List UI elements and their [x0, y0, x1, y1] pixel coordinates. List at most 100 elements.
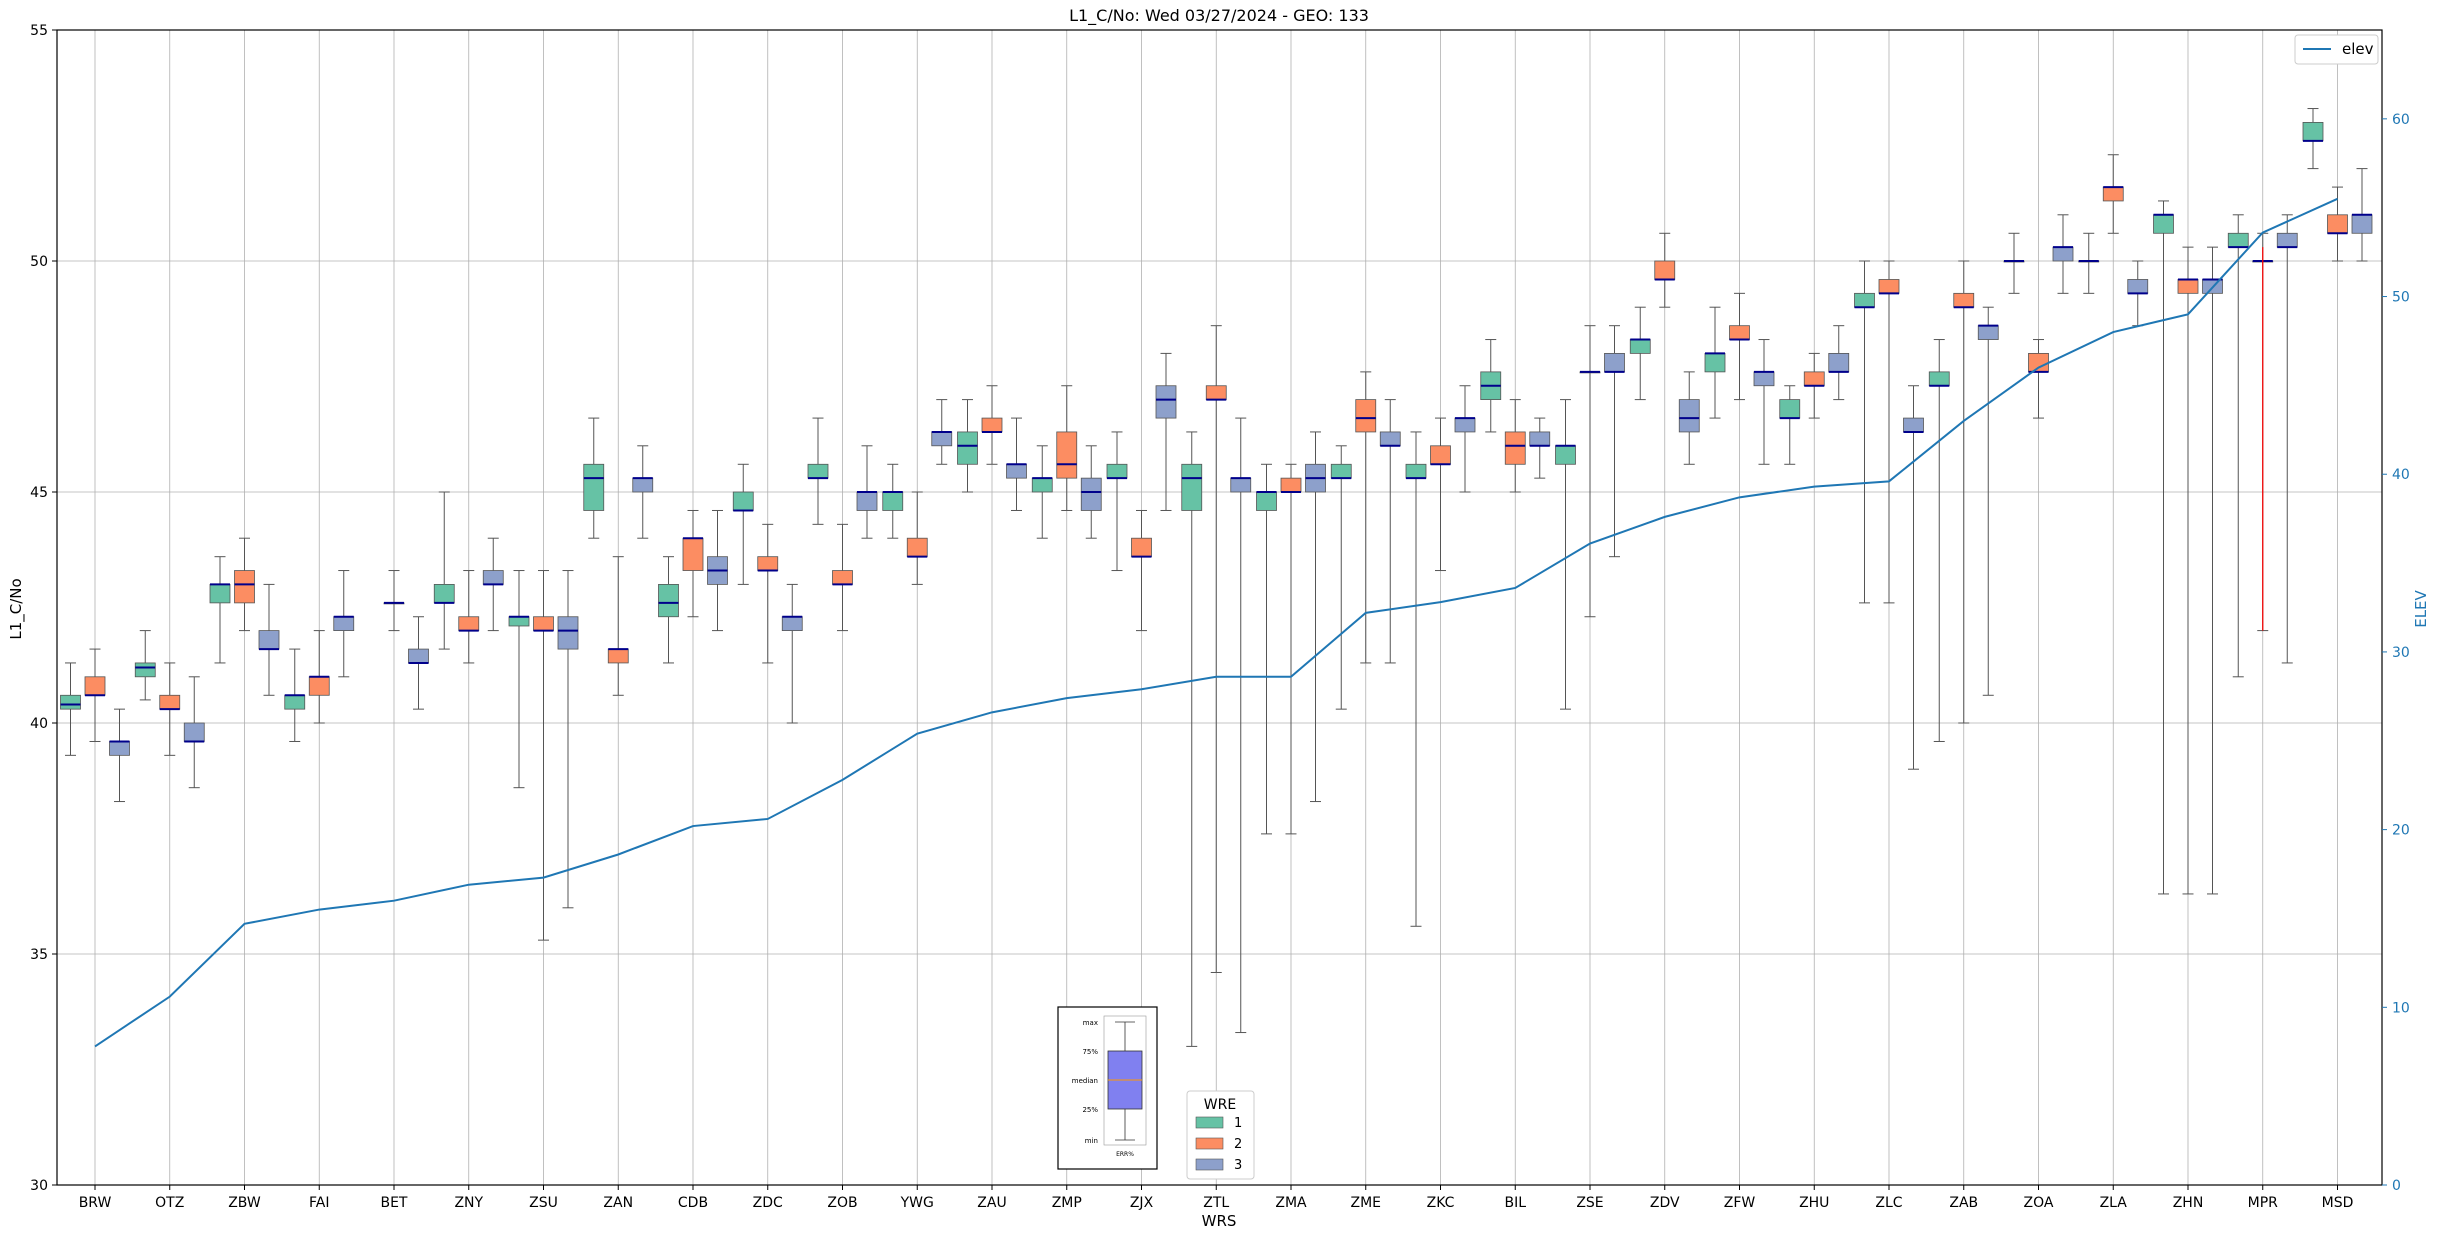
box-body [408, 648, 429, 664]
box-wre3-zoa [2052, 214, 2074, 294]
box-wre3-zau [1006, 417, 1027, 511]
box-body [84, 676, 106, 696]
box-wre1-zma [1256, 463, 1277, 835]
box-wre1-ztl [1181, 431, 1203, 1047]
box-wre2-ywg [906, 491, 928, 585]
box-wre2-bet [383, 570, 405, 632]
box-series [60, 108, 2373, 1047]
box-wre1-zab [1928, 339, 1950, 742]
box-wre2-cdb [682, 509, 704, 618]
box-body [1355, 399, 1377, 433]
y2-tick-label: 40 [2392, 467, 2410, 483]
box-body [1629, 339, 1651, 354]
box-wre3-zse [1604, 325, 1625, 558]
box-body [1031, 477, 1053, 493]
wre-legend-label-2: 2 [1234, 1137, 1242, 1152]
box-wre2-zdc [757, 523, 779, 664]
box-body [557, 616, 579, 650]
box-wre2-zma [1280, 463, 1302, 835]
box-body [433, 584, 455, 604]
box-wre1-zhn [2153, 200, 2174, 895]
box-wre1-ywg [882, 463, 904, 539]
box-wre3-zbw [258, 583, 280, 696]
x-tick-label: ZLC [1875, 1195, 1902, 1211]
box-body [1529, 431, 1551, 447]
box-wre3-mpr [2276, 214, 2298, 664]
box-body [1729, 325, 1750, 340]
box-wre2-bil [1504, 399, 1526, 493]
box-body [1654, 260, 1676, 280]
box-body [2302, 122, 2324, 142]
wre-legend-swatch-2 [1195, 1137, 1224, 1150]
elev-legend: elev [2294, 34, 2379, 65]
box-body [2177, 279, 2199, 294]
box-wre2-zse [1579, 325, 1601, 618]
elev-legend-label: elev [2342, 40, 2374, 58]
box-wre2-zlc [1878, 260, 1900, 604]
key-label-max: max [1083, 1019, 1098, 1027]
x-axis-label: WRS [1202, 1212, 1237, 1230]
elev-line-layer [94, 197, 2338, 1048]
wre-legend-swatch-3 [1195, 1158, 1224, 1171]
box-body [1379, 431, 1401, 447]
box-wre1-zmp [1031, 445, 1053, 539]
x-tick-label: ZLA [2100, 1195, 2128, 1211]
box-wre2-fai [308, 630, 330, 724]
box-wre2-zme [1355, 371, 1377, 664]
box-wre3-zob [856, 445, 878, 539]
x-tick-label: MSD [2322, 1195, 2354, 1211]
box-wre3-ywg [931, 399, 953, 465]
wre-legend-label-3: 3 [1234, 1158, 1242, 1173]
x-tick-label: BIL [1504, 1195, 1526, 1211]
box-body [308, 676, 330, 696]
wre-legend-title: WRE [1204, 1097, 1236, 1113]
box-wre2-zab [1953, 260, 1975, 724]
box-wre2-otz [159, 662, 181, 756]
box-body [1678, 399, 1700, 433]
box-body [757, 556, 779, 571]
box-body [832, 570, 853, 585]
box-wre3-msd [2351, 168, 2373, 262]
box-wre3-zkc [1454, 385, 1476, 493]
y-tick-label: 40 [30, 716, 48, 732]
box-wre2-zhn [2177, 246, 2199, 895]
x-tick-label: ZMA [1275, 1195, 1307, 1211]
box-wre1-zny [433, 491, 455, 650]
x-tick-label: ZSE [1576, 1195, 1603, 1211]
wre-legend: WRE 1 2 3 [1186, 1090, 1255, 1180]
box-wre1-zme [1330, 445, 1352, 710]
x-tick-label: ZDC [753, 1195, 783, 1211]
box-wre3-brw [109, 708, 130, 803]
elev-legend-frame [2294, 34, 2379, 65]
box-body [1928, 371, 1950, 387]
plot-frame [56, 29, 2383, 1186]
y2-axis-label: ELEV [2412, 589, 2430, 627]
box-wre1-zdv [1629, 306, 1651, 401]
box-wre1-cdb [658, 556, 679, 664]
x-tick-label: ZMP [1052, 1195, 1082, 1211]
box-body [1056, 431, 1078, 479]
x-tick-label: ZDV [1650, 1195, 1680, 1211]
box-body [781, 616, 803, 631]
box-body [209, 584, 231, 604]
y-tick-label: 30 [30, 1178, 48, 1194]
box-wre1-zla [2078, 232, 2100, 294]
box-wre2-zan [607, 556, 629, 696]
box-wre3-zab [1977, 306, 1999, 696]
box-wre3-zjx [1155, 352, 1177, 511]
box-body [2052, 246, 2074, 262]
box-body [1131, 537, 1152, 558]
box-wre1-zsu [508, 570, 530, 789]
box-wre3-zan [632, 445, 654, 539]
box-wre2-zjx [1131, 509, 1152, 632]
x-tick-label: CDB [678, 1195, 708, 1211]
box-body [2153, 214, 2174, 234]
box-body [583, 463, 605, 511]
box-wre3-otz [183, 676, 205, 789]
box-wre2-zkc [1430, 417, 1451, 572]
box-wre3-zdc [781, 583, 803, 724]
x-tick-label: ZHU [1799, 1195, 1829, 1211]
box-body [159, 694, 181, 710]
box-wre1-brw [60, 662, 81, 756]
box-body [807, 463, 829, 479]
